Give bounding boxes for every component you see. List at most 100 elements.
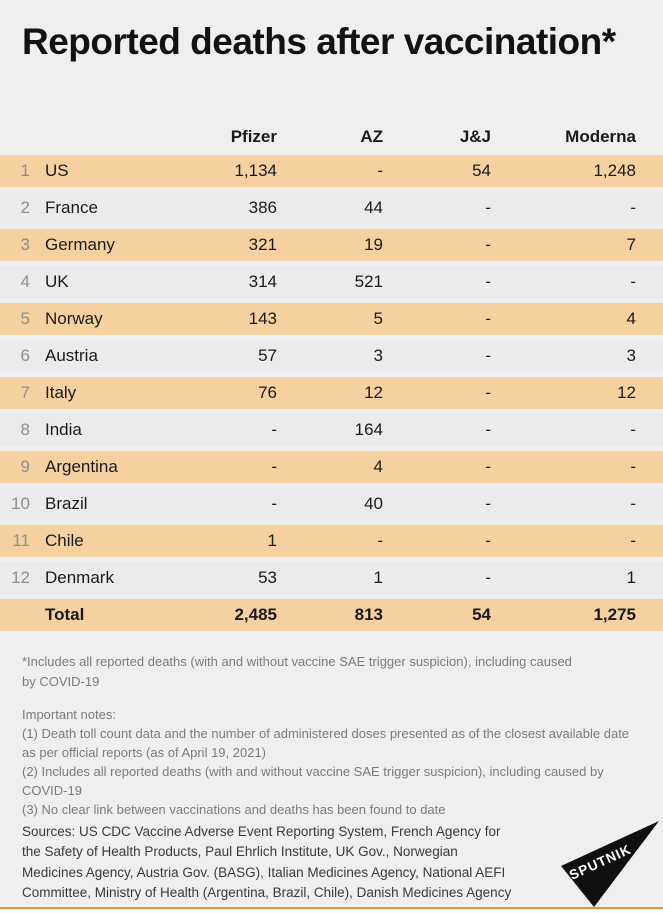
cell-moderna: - bbox=[630, 457, 636, 476]
cell-pfizer: - bbox=[271, 420, 277, 439]
row-country: Argentina bbox=[45, 457, 118, 476]
row-country: India bbox=[45, 420, 82, 439]
row-rank: 6 bbox=[20, 346, 30, 365]
cell-az: 164 bbox=[354, 420, 383, 439]
row-country: Denmark bbox=[45, 568, 114, 587]
note-3: (3) No clear link between vaccinations a… bbox=[22, 801, 446, 817]
row-country: US bbox=[45, 161, 69, 180]
important-notes: Important notes: (1) Death toll count da… bbox=[22, 706, 640, 820]
table-row-total: Total 2,485 813 54 1,275 bbox=[0, 599, 663, 631]
table-row: 6 Austria 57 3 - 3 bbox=[0, 340, 663, 372]
cell-jj: 54 bbox=[472, 161, 491, 180]
cell-moderna: - bbox=[630, 420, 636, 439]
column-header-pfizer: Pfizer bbox=[230, 127, 277, 146]
cell-jj: - bbox=[485, 198, 491, 217]
cell-jj: - bbox=[485, 272, 491, 291]
row-rank: 12 bbox=[11, 568, 30, 587]
table-body: 1 US 1,134-54 1,248 2 France 386 44- -3 Germany 32… bbox=[0, 155, 663, 636]
cell-az: 3 bbox=[373, 346, 383, 365]
cell-pfizer: 143 bbox=[248, 309, 277, 328]
table-row: 11 Chile 1 - - - bbox=[0, 525, 663, 557]
cell-jj: - bbox=[485, 494, 491, 513]
cell-pfizer: - bbox=[271, 457, 277, 476]
cell-jj: - bbox=[485, 531, 491, 550]
cell-az: 1 bbox=[373, 568, 383, 587]
cell-jj: - bbox=[485, 457, 491, 476]
table-row: 10 Brazil - 40 - - bbox=[0, 488, 663, 520]
row-rank: 7 bbox=[20, 383, 30, 402]
row-country: UK bbox=[45, 272, 69, 291]
table-row: 2 France 386 44 - - bbox=[0, 192, 663, 224]
cell-az: 44 bbox=[364, 198, 383, 217]
page-title: Reported deaths after vaccination* bbox=[22, 21, 616, 62]
cell-pfizer: 1 bbox=[267, 531, 277, 550]
cell-jj: - bbox=[485, 568, 491, 587]
row-country: France bbox=[45, 198, 98, 217]
cell-moderna: 12 bbox=[617, 383, 636, 402]
row-country: Total bbox=[45, 605, 85, 624]
sputnik-logo: SPUTNIK bbox=[561, 821, 659, 907]
cell-moderna: - bbox=[630, 531, 636, 550]
cell-pfizer: 2,485 bbox=[234, 605, 277, 624]
cell-az: 5 bbox=[373, 309, 383, 328]
row-country: Chile bbox=[45, 531, 84, 550]
cell-moderna: 7 bbox=[626, 235, 636, 254]
note-1: (1) Death toll count data and the number… bbox=[22, 725, 630, 760]
cell-pfizer: 76 bbox=[258, 383, 277, 402]
row-rank: 2 bbox=[20, 198, 30, 217]
table-row: 5 Norway 143 5 - 4 bbox=[0, 303, 663, 335]
row-country: Norway bbox=[45, 309, 103, 328]
cell-az: - bbox=[377, 161, 383, 180]
cell-jj: 54 bbox=[472, 605, 491, 624]
row-country: Austria bbox=[45, 346, 98, 365]
table-row: 1 US 1,134 - 54 1,248 bbox=[0, 155, 663, 187]
table-row: 7 Italy 76 12 - 12 bbox=[0, 377, 663, 409]
column-header-moderna: Moderna bbox=[565, 127, 636, 146]
cell-jj: - bbox=[485, 346, 491, 365]
cell-az: 4 bbox=[373, 457, 383, 476]
cell-moderna: - bbox=[630, 198, 636, 217]
cell-moderna: 1 bbox=[626, 568, 636, 587]
notes-heading: Important notes: bbox=[22, 707, 116, 722]
cell-jj: - bbox=[485, 383, 491, 402]
row-rank: 5 bbox=[20, 309, 30, 328]
bottom-accent-bar bbox=[0, 907, 663, 909]
cell-pfizer: 57 bbox=[258, 346, 277, 365]
row-rank: 9 bbox=[20, 457, 30, 476]
table-header: Pfizer AZ J&J Moderna bbox=[0, 124, 663, 150]
row-rank: 4 bbox=[20, 272, 30, 291]
cell-pfizer: - bbox=[271, 494, 277, 513]
row-country: Italy bbox=[45, 383, 77, 402]
bottom-edge-strip bbox=[0, 909, 663, 913]
cell-moderna: 4 bbox=[626, 309, 636, 328]
cell-jj: - bbox=[485, 235, 491, 254]
cell-az: 19 bbox=[364, 235, 383, 254]
cell-jj: - bbox=[485, 309, 491, 328]
note-2: (2) Includes all reported deaths (with a… bbox=[22, 763, 604, 798]
sources-text: Sources: US CDC Vaccine Adverse Event Re… bbox=[22, 824, 512, 900]
cell-az: 40 bbox=[364, 494, 383, 513]
cell-pfizer: 314 bbox=[248, 272, 277, 291]
cell-az: 12 bbox=[364, 383, 383, 402]
footnote-asterisk: *Includes all reported deaths (with and … bbox=[22, 654, 572, 689]
column-header-jj: J&J bbox=[459, 127, 491, 146]
row-rank: 3 bbox=[20, 235, 30, 254]
table-row: 8 India - 164 - - bbox=[0, 414, 663, 446]
table-row: 4 UK 314 521 - - bbox=[0, 266, 663, 298]
column-header-az: AZ bbox=[360, 127, 383, 146]
cell-moderna: - bbox=[630, 494, 636, 513]
cell-pfizer: 386 bbox=[248, 198, 277, 217]
cell-az: 813 bbox=[354, 605, 383, 624]
cell-az: - bbox=[377, 531, 383, 550]
row-country: Germany bbox=[45, 235, 115, 254]
cell-moderna: 1,275 bbox=[593, 605, 636, 624]
cell-pfizer: 321 bbox=[248, 235, 277, 254]
cell-moderna: - bbox=[630, 272, 636, 291]
cell-pfizer: 53 bbox=[258, 568, 277, 587]
table-row: 3 Germany 321 19 - 7 bbox=[0, 229, 663, 261]
cell-az: 521 bbox=[354, 272, 383, 291]
cell-moderna: 1,248 bbox=[593, 161, 636, 180]
row-country: Brazil bbox=[45, 494, 88, 513]
row-rank: 11 bbox=[12, 531, 30, 550]
